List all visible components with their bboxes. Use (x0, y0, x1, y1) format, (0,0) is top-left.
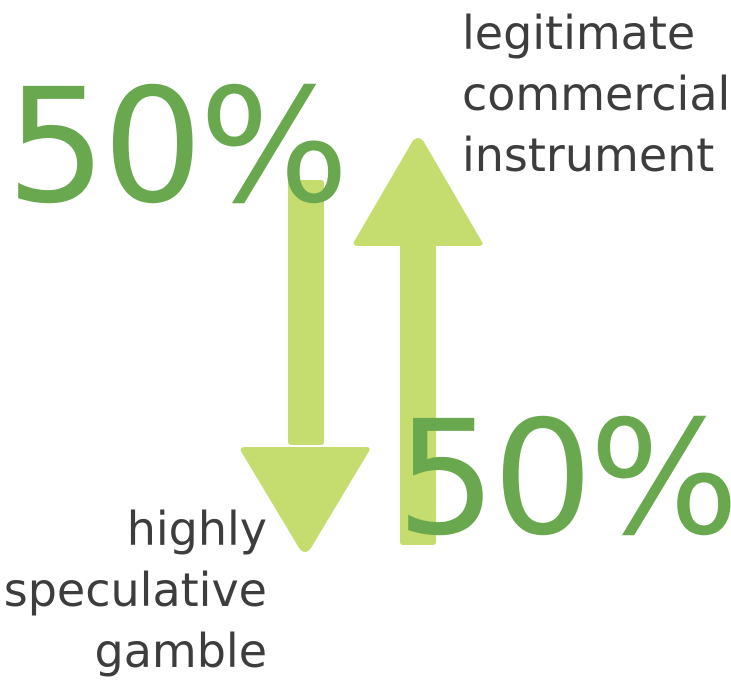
down-label-line: gamble (94, 624, 267, 678)
top-percentage: 50% (6, 55, 349, 239)
bottom-percentage: 50% (396, 387, 731, 571)
down-label-line: highly (126, 502, 267, 556)
up-arrow-icon (353, 138, 483, 545)
down-label-line: speculative (3, 563, 267, 617)
up-label-line: instrument (462, 128, 715, 182)
up-arrow-label: legitimate commercial instrument (462, 3, 730, 186)
up-label-line: legitimate (462, 6, 696, 60)
down-arrow-label: highly speculative gamble (4, 499, 267, 682)
up-label-line: commercial (462, 67, 731, 121)
down-arrow-icon (240, 180, 370, 552)
